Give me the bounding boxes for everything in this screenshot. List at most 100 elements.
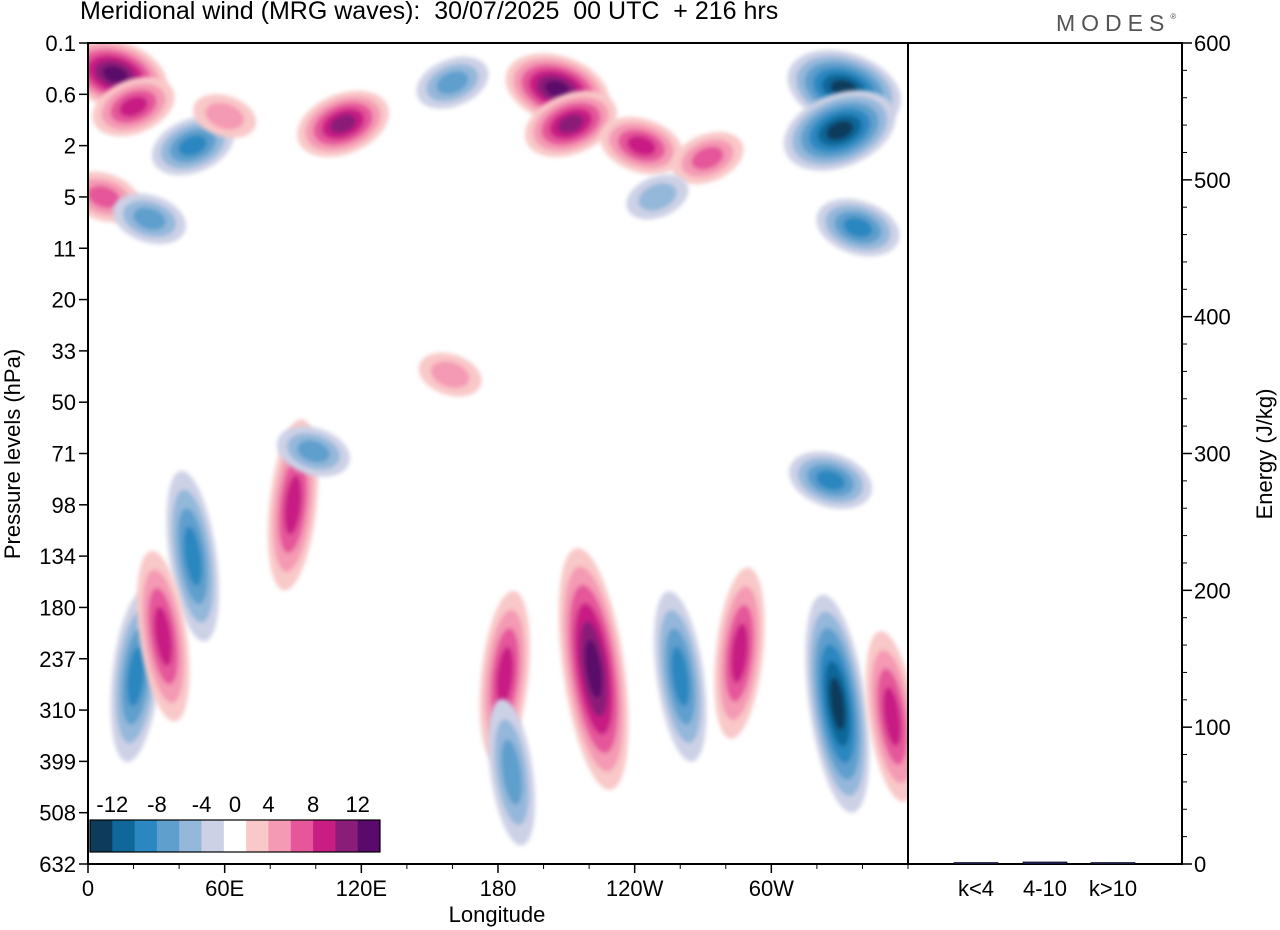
contour-level (585, 639, 603, 699)
contour-level (829, 677, 846, 731)
contour-level (638, 183, 677, 211)
registered-mark: ® (1170, 12, 1177, 21)
energy-tick-label: 600 (1194, 31, 1231, 56)
wind-feature (626, 174, 689, 220)
wind-feature (671, 132, 744, 185)
colorbar: -12 -8 -4 0 4 8 12 (89, 792, 381, 853)
wind-feature (277, 426, 350, 477)
wind-feature (92, 77, 175, 137)
energy-tick-label: 200 (1194, 578, 1231, 603)
energy-bars (953, 861, 1136, 865)
contour-level (102, 65, 128, 84)
colorbar-swatch (179, 820, 203, 852)
pressure-axis: 0.1 0.6 2 5 11 20 33 50 71 98 134 180 237 310 399 508 63… (39, 31, 88, 877)
chart-title: Meridional wind (MRG waves): 30/07/2025 … (80, 0, 779, 25)
contour-level (133, 207, 166, 231)
x-axis-title: Longitude (449, 902, 546, 927)
energy-tick-label: 100 (1194, 715, 1231, 740)
wind-feature (714, 567, 765, 739)
x-tick-label: 180 (480, 876, 517, 901)
y-tick-label: 0.6 (45, 82, 76, 107)
colorbar-swatch (357, 820, 381, 852)
contour-level (205, 102, 244, 130)
colorbar-label: 12 (345, 792, 369, 817)
contour-level (297, 440, 330, 463)
modes-logo: MODES® (1056, 10, 1176, 37)
contour-level (154, 606, 173, 666)
contour-level (496, 646, 514, 707)
colorbar-label: -8 (147, 792, 167, 817)
colorbar-swatch (134, 820, 158, 852)
contour-level (178, 135, 208, 156)
contour-level (430, 361, 470, 389)
wind-feature (653, 591, 707, 762)
y-tick-label: 98 (52, 493, 76, 518)
colorbar-swatch (290, 820, 314, 852)
colorbar-swatch (313, 820, 336, 852)
energy-category-label: 4-10 (1023, 876, 1067, 901)
energy-tick-label: 0 (1194, 852, 1206, 877)
contour-level (691, 146, 724, 170)
energy-frame (907, 42, 1183, 865)
contour-level (88, 185, 121, 209)
wind-feature (816, 198, 900, 257)
energy-category-label: k>10 (1089, 876, 1137, 901)
energy-bar (1090, 862, 1136, 865)
contour-level (730, 623, 749, 683)
y-tick-label: 33 (52, 339, 76, 364)
wind-feature (136, 550, 190, 722)
x-tick-label: 120W (606, 876, 664, 901)
wind-feature (297, 90, 390, 157)
y-tick-label: 237 (39, 647, 76, 672)
longitude-axis: 0 60E 120E 180 120W 60W (82, 864, 909, 901)
contour-level (843, 217, 873, 238)
wind-feature (113, 193, 186, 245)
x-tick-label: 0 (82, 876, 94, 901)
wind-feature (418, 352, 482, 397)
contour-level (119, 96, 148, 117)
colorbar-swatch (201, 820, 225, 852)
contour-level (816, 470, 846, 491)
wind-field (88, 43, 908, 846)
contour-level (627, 135, 656, 156)
energy-axis-title: Energy (J/kg) (1252, 389, 1277, 520)
contour-level (330, 114, 357, 134)
contour-level (436, 71, 469, 95)
wind-feature (805, 594, 870, 813)
colorbar-frame (89, 819, 381, 853)
colorbar-swatch (156, 820, 180, 852)
energy-bar (1022, 861, 1068, 865)
contour-level (183, 526, 202, 586)
y-tick-label: 2 (64, 134, 76, 159)
wind-feature (416, 56, 489, 109)
y-tick-label: 11 (53, 236, 76, 261)
contour-level (127, 646, 145, 707)
wind-feature (865, 631, 908, 802)
wind-feature (599, 116, 684, 175)
x-tick-label: 60E (205, 876, 244, 901)
contour-level (284, 475, 302, 535)
y-tick-label: 310 (39, 698, 76, 723)
wind-feature (789, 451, 873, 509)
colorbar-swatch (90, 820, 113, 852)
energy-categories: k<4 4-10 k>10 (958, 876, 1137, 901)
colorbar-swatch (335, 820, 359, 852)
x-tick-label: 60W (749, 876, 794, 901)
y-tick-label: 134 (39, 544, 76, 569)
y-tick-label: 399 (39, 749, 76, 774)
wind-feature (524, 90, 617, 157)
contour-level (557, 114, 584, 134)
logo-text: MODES (1056, 10, 1171, 36)
y-tick-label: 50 (52, 390, 76, 415)
energy-tick-label: 500 (1194, 168, 1231, 193)
colorbar-label: -12 (96, 792, 128, 817)
energy-bar (953, 862, 999, 865)
contour-level (544, 80, 570, 98)
y-tick-label: 632 (39, 852, 76, 877)
y-axis-title: Pressure levels (hPa) (0, 349, 25, 559)
y-tick-label: 180 (39, 595, 76, 620)
wind-feature (558, 548, 629, 790)
contour-level (501, 739, 523, 805)
colorbar-label: 4 (262, 792, 274, 817)
